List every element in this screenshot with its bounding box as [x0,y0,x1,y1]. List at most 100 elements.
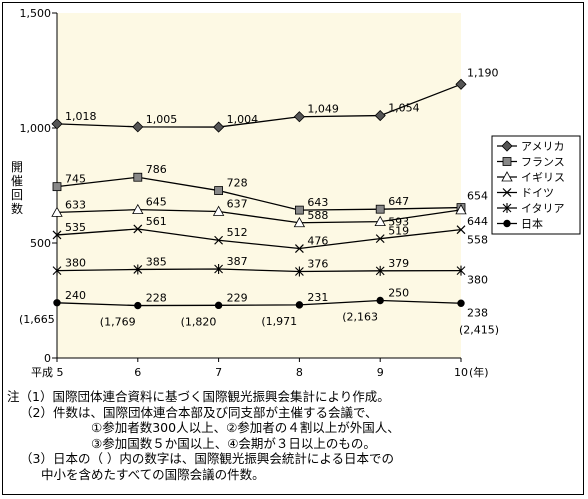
data-point [293,111,305,123]
note-line-6: 中小を含めたすべての国際会議の件数。 [41,466,265,482]
note-line-2: （2）件数は、国際団体連合本部及び同支部が主催する会議で、 [20,404,378,420]
data-point [294,205,304,215]
y-axis-label-char: 催 [11,174,23,188]
data-label: 535 [65,221,86,234]
data-point [376,296,384,305]
y-axis-label-char: 開 [11,160,23,174]
series-triangle [51,203,467,228]
series-line [56,228,462,250]
secondary-data-label: (1,769 [100,316,136,329]
data-label: 588 [307,209,328,222]
data-label: 512 [227,226,248,239]
data-label: 229 [227,291,248,304]
legend-box [491,135,581,235]
y-tick-label: 1,500 [20,7,52,20]
data-label: 593 [388,216,409,229]
y-axis-label-char: 回 [11,188,23,202]
y-tick-label: 0 [44,352,51,365]
data-point [293,216,306,228]
data-point [375,265,385,276]
data-point [214,235,224,245]
legend-label: イギリス [521,171,565,184]
series-cross [52,224,466,253]
legend-marker [501,171,513,182]
y-tick-label: 1,000 [20,122,52,135]
data-point [212,205,225,216]
data-label: 558 [467,234,488,247]
data-label: 1,018 [65,110,97,123]
secondary-data-label: (1,971 [261,315,297,328]
data-label: 637 [227,197,248,210]
data-point [133,172,143,182]
data-label: 654 [467,190,488,203]
data-point [456,265,466,276]
legend-label: ドイツ [521,187,554,200]
data-point [374,215,386,227]
series-diamond [51,78,467,133]
legend-marker [503,219,511,228]
series-line [56,176,462,211]
legend-marker [501,140,513,152]
legend-marker [502,157,512,166]
data-label: 1,049 [307,103,339,116]
data-label: 745 [65,173,86,186]
legend-entry: ドイツ [497,187,554,200]
series-line [56,299,462,307]
data-point [51,206,63,217]
secondary-data-label: (1,665 [19,313,55,326]
x-ticks: 平成 5 6 7 8 9 10 [31,358,468,379]
legend-label: 日本 [521,217,543,231]
data-point [456,225,466,235]
data-label: 250 [388,287,409,300]
legend-label: アメリカ [521,140,564,153]
figure-frame: 0 500 1,000 1,500 平成 5 6 7 8 9 10 開催回数 (年) 1,018… [2,2,584,495]
data-label: 647 [388,195,409,208]
x-tick-label: 9 [377,366,384,379]
series-line [56,83,462,128]
secondary-data-label: (2,163 [342,311,378,324]
data-label: 231 [307,291,328,304]
data-label: 1,005 [146,113,178,126]
data-label: 643 [307,196,328,209]
data-label: 645 [146,196,167,209]
data-label: 633 [65,198,86,211]
data-point [295,266,304,277]
y-axis-label-char: 数 [11,201,23,216]
data-point [52,230,62,240]
series-line [56,208,462,224]
legend-label: イタリア [521,202,565,215]
data-label: 380 [467,274,488,287]
x-tick-label: 7 [215,366,222,379]
note-line-5: （3）日本の（ ）内の数字は、国際観光振興会統計による日本での [20,451,395,466]
data-point [294,244,304,253]
data-point [374,110,386,122]
data-point [134,301,142,310]
legend-entry: イギリス [497,171,565,184]
data-point [53,299,61,307]
data-point [214,186,224,195]
legend-entry: イタリア [497,202,565,215]
data-label: 561 [146,215,167,228]
data-label: 728 [227,177,248,190]
data-label: 385 [146,255,167,268]
plot-area [57,13,461,358]
legend-entry: アメリカ [497,140,564,153]
secondary-data-label: (2,415) [459,323,499,336]
y-ticks: 0 500 1,000 1,500 [20,7,57,365]
data-point [375,204,385,214]
secondary-data-label: (1,820 [181,315,217,328]
data-point [455,78,467,90]
x-tick-label: 平成 5 [31,366,64,379]
note-line-1: 注（1）国際団体連合資料に基づく国際観光振興会集計により作成。 [7,389,390,404]
legend-marker [502,203,512,213]
data-point [133,264,143,275]
x-tick-label: 8 [296,366,303,379]
data-point [455,204,467,215]
series-asterisk [52,263,466,277]
data-label: 1,190 [467,66,499,79]
note-line-4: ③参加国数５か国以上、④会期が３日以上のもの。 [91,435,376,451]
data-point [51,118,63,130]
data-point [52,265,62,276]
